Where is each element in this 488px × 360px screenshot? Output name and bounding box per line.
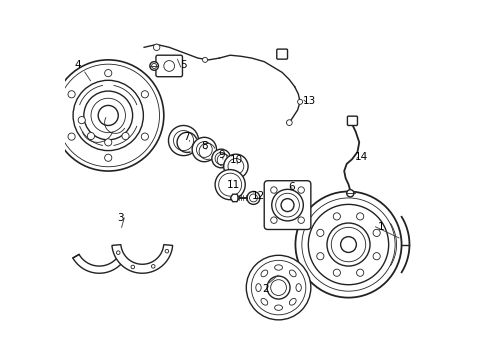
- Text: 5: 5: [180, 60, 186, 70]
- Circle shape: [326, 223, 369, 266]
- Circle shape: [316, 229, 323, 237]
- Circle shape: [297, 99, 302, 104]
- FancyBboxPatch shape: [276, 49, 287, 59]
- Circle shape: [270, 217, 277, 224]
- Text: 8: 8: [202, 141, 208, 151]
- Circle shape: [192, 137, 216, 162]
- Polygon shape: [230, 194, 239, 202]
- Circle shape: [68, 91, 75, 98]
- Circle shape: [270, 280, 286, 296]
- Circle shape: [57, 64, 159, 167]
- FancyBboxPatch shape: [346, 116, 357, 126]
- Circle shape: [295, 192, 401, 298]
- Circle shape: [270, 187, 277, 193]
- Text: 10: 10: [229, 155, 242, 165]
- Ellipse shape: [261, 270, 267, 277]
- Circle shape: [249, 194, 257, 202]
- FancyBboxPatch shape: [156, 55, 182, 77]
- Circle shape: [104, 139, 112, 146]
- Circle shape: [98, 105, 118, 126]
- Circle shape: [301, 198, 394, 291]
- Circle shape: [151, 265, 155, 268]
- Text: 6: 6: [287, 182, 294, 192]
- Circle shape: [122, 132, 129, 140]
- Circle shape: [308, 204, 388, 285]
- Circle shape: [246, 255, 310, 320]
- Circle shape: [286, 120, 292, 126]
- Circle shape: [141, 133, 148, 140]
- Circle shape: [104, 154, 112, 161]
- Circle shape: [332, 269, 340, 276]
- Circle shape: [68, 133, 75, 140]
- Ellipse shape: [295, 284, 301, 292]
- Circle shape: [266, 276, 289, 299]
- Circle shape: [356, 269, 363, 276]
- Circle shape: [165, 249, 168, 253]
- Circle shape: [141, 91, 148, 98]
- Circle shape: [153, 44, 160, 50]
- Circle shape: [297, 217, 304, 224]
- Circle shape: [340, 237, 356, 252]
- Polygon shape: [112, 245, 172, 273]
- Circle shape: [215, 170, 244, 200]
- Circle shape: [131, 265, 134, 269]
- Text: 13: 13: [302, 96, 315, 106]
- Circle shape: [251, 260, 305, 315]
- Ellipse shape: [274, 305, 282, 310]
- Text: 4: 4: [74, 60, 81, 70]
- Circle shape: [91, 98, 125, 133]
- Circle shape: [87, 132, 94, 140]
- Circle shape: [275, 193, 299, 217]
- Circle shape: [346, 190, 353, 197]
- Circle shape: [211, 149, 230, 168]
- Polygon shape: [73, 255, 125, 273]
- Circle shape: [73, 80, 143, 150]
- Circle shape: [78, 117, 85, 124]
- Ellipse shape: [274, 265, 282, 270]
- Circle shape: [218, 173, 241, 196]
- Text: 3: 3: [117, 213, 124, 222]
- Circle shape: [316, 253, 323, 260]
- Circle shape: [281, 199, 293, 212]
- Circle shape: [297, 187, 304, 193]
- Circle shape: [151, 63, 156, 68]
- Circle shape: [196, 141, 212, 157]
- Circle shape: [173, 131, 193, 150]
- Circle shape: [332, 213, 340, 220]
- Circle shape: [53, 60, 163, 171]
- Circle shape: [83, 91, 132, 140]
- Text: 11: 11: [226, 180, 239, 190]
- Text: 7: 7: [183, 132, 189, 142]
- Ellipse shape: [289, 270, 296, 277]
- Circle shape: [372, 253, 380, 260]
- Circle shape: [223, 154, 247, 179]
- Text: 9: 9: [218, 150, 224, 160]
- FancyBboxPatch shape: [264, 181, 310, 229]
- Ellipse shape: [289, 298, 296, 305]
- Circle shape: [227, 158, 244, 174]
- Text: 1: 1: [377, 222, 383, 231]
- Circle shape: [202, 57, 207, 62]
- Text: 14: 14: [354, 152, 367, 162]
- Circle shape: [330, 227, 365, 262]
- Circle shape: [246, 192, 260, 204]
- Text: 2: 2: [262, 284, 269, 294]
- Circle shape: [168, 126, 198, 156]
- Circle shape: [163, 60, 174, 71]
- Ellipse shape: [255, 284, 261, 292]
- Circle shape: [215, 152, 227, 165]
- Text: 12: 12: [252, 191, 265, 201]
- Circle shape: [372, 229, 380, 237]
- Circle shape: [271, 189, 303, 221]
- Ellipse shape: [261, 298, 267, 305]
- Circle shape: [356, 213, 363, 220]
- Circle shape: [116, 251, 120, 255]
- Circle shape: [149, 62, 158, 70]
- Circle shape: [104, 69, 112, 77]
